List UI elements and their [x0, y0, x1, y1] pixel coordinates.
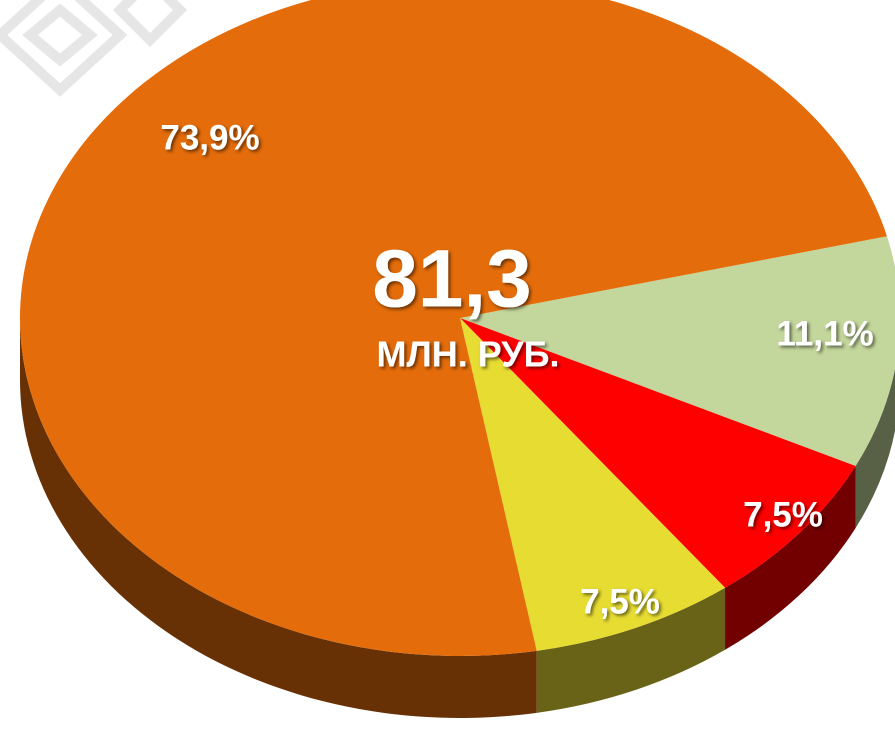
slice [20, 0, 887, 656]
value-label: 7,5% [743, 495, 823, 534]
value-label: 11,1% [776, 314, 873, 353]
background-pattern [0, 0, 188, 97]
slice-side [725, 465, 856, 650]
center-sublabel: МЛН. РУБ. [376, 334, 559, 375]
slice-side [20, 318, 537, 719]
slice-side [536, 587, 726, 713]
slice [460, 318, 726, 651]
pie [20, 0, 895, 719]
center-label: 81,3 [372, 234, 532, 325]
value-label: 73,9% [160, 118, 259, 157]
slice-side [855, 368, 895, 528]
slice [460, 236, 895, 466]
value-label: 7,5% [580, 582, 660, 621]
slice [460, 318, 856, 588]
